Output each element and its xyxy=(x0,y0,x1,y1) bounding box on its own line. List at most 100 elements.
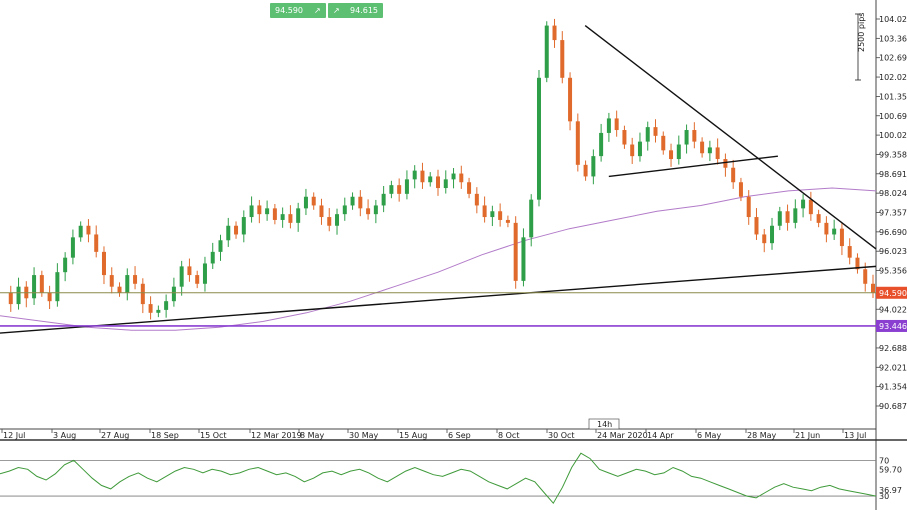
candle-body xyxy=(288,214,293,223)
y-tick-label: 99.358 xyxy=(879,150,907,159)
x-tick-label: 12 Jul xyxy=(3,431,25,440)
buy-arrow-icon: ↗ xyxy=(333,6,340,15)
x-tick-label: 18 Sep xyxy=(151,431,179,440)
candle-body xyxy=(241,217,246,235)
main-plot-area xyxy=(0,0,876,429)
candle-body xyxy=(746,196,751,218)
x-tick-label: 14 Apr xyxy=(647,431,674,440)
candle-body xyxy=(770,225,775,244)
y-tick-label: 90.687 xyxy=(879,402,907,411)
candle-body xyxy=(754,217,759,235)
candle-body xyxy=(156,309,161,313)
trendline xyxy=(0,265,877,334)
x-tick-label: 8 Oct xyxy=(498,431,519,440)
candle-body xyxy=(210,251,215,264)
x-tick-label: 28 May xyxy=(747,431,777,440)
candle-body xyxy=(871,283,875,293)
candle-body xyxy=(630,144,635,157)
moving-average-line xyxy=(0,187,877,331)
y-tick-label: 102.693 xyxy=(879,54,907,63)
timeframe-marker-box[interactable] xyxy=(588,418,620,430)
candle-body xyxy=(234,225,239,235)
candle-body xyxy=(801,199,806,209)
x-tick-label: 27 Aug xyxy=(101,431,129,440)
y-tick-label: 92.688 xyxy=(879,344,907,353)
candle-body xyxy=(350,196,355,206)
candle-body xyxy=(808,199,813,215)
candle-body xyxy=(529,199,534,238)
scale-note: 2500 pips xyxy=(857,13,866,52)
candle-body xyxy=(738,182,743,197)
candle-body xyxy=(637,141,642,157)
x-tick-label: 30 Oct xyxy=(548,431,575,440)
candle-body xyxy=(785,211,790,223)
candle-body xyxy=(226,225,231,241)
candle-body xyxy=(700,141,705,154)
y-tick-label: 101.359 xyxy=(879,92,907,101)
candle-body xyxy=(451,173,456,180)
trendline xyxy=(608,155,778,178)
candle-body xyxy=(536,77,541,200)
candle-body xyxy=(591,156,596,177)
candle-body xyxy=(179,266,184,287)
y-tick-label: 104.027 xyxy=(879,15,907,24)
candle-body xyxy=(474,193,479,206)
x-tick-label: 13 Jul xyxy=(844,431,866,440)
candle-body xyxy=(762,234,767,244)
candle-body xyxy=(467,182,472,194)
candle-body xyxy=(63,257,68,273)
candle-body xyxy=(653,127,658,136)
candle-body xyxy=(723,159,728,168)
candle-body xyxy=(669,150,674,160)
buy-button[interactable]: ↗ 94.615 xyxy=(328,3,383,18)
candle-body xyxy=(622,130,627,145)
x-tick-label: 6 May xyxy=(697,431,721,440)
candle-body xyxy=(202,263,207,284)
current-price-tag xyxy=(876,286,907,299)
candle-body xyxy=(366,208,371,215)
candle-body xyxy=(8,292,13,305)
y-tick-label: 92.021 xyxy=(879,363,907,372)
y-tick-label: 100.692 xyxy=(879,112,907,121)
candle-body xyxy=(125,275,130,293)
candle-body xyxy=(303,196,308,209)
candle-body xyxy=(272,208,277,220)
candle-body xyxy=(505,219,510,223)
candle-body xyxy=(86,225,91,235)
candle-body xyxy=(599,132,604,157)
candle-body xyxy=(164,301,169,310)
x-tick-label: 24 Mar 2020 xyxy=(597,431,648,440)
candle-body xyxy=(583,164,588,177)
candle-body xyxy=(101,251,106,276)
y-tick-label: 91.354 xyxy=(879,383,907,392)
candle-body xyxy=(521,237,526,281)
candle-body xyxy=(133,275,138,284)
y-tick-label: 97.357 xyxy=(879,209,907,218)
horizontal-levels: 94.590 93.446 xyxy=(0,286,907,332)
trendlines xyxy=(0,25,877,334)
moving-average xyxy=(0,187,877,331)
indicator-line xyxy=(0,452,877,505)
timeframe-marker: 14h xyxy=(597,420,612,429)
candle-body xyxy=(715,147,720,160)
candle-body xyxy=(16,286,21,305)
candle-body xyxy=(428,176,433,183)
candle-body xyxy=(436,176,440,189)
candle-body xyxy=(793,208,798,223)
y-tick-label: 96.690 xyxy=(879,228,907,237)
candle-body xyxy=(47,292,52,302)
candle-body xyxy=(94,234,99,252)
candle-body xyxy=(544,25,549,78)
sell-button[interactable]: 94.590 ↗ xyxy=(270,3,326,18)
x-tick-label: 30 May xyxy=(349,431,379,440)
candle-body xyxy=(568,77,573,122)
indicator-level-label: 70 xyxy=(879,456,889,465)
candle-body xyxy=(661,135,666,151)
sell-arrow-icon: ↗ xyxy=(314,6,321,15)
candle-body xyxy=(117,286,122,293)
candle-body xyxy=(257,205,262,215)
y-tick-label: 102.026 xyxy=(879,73,907,82)
candle-body xyxy=(824,222,829,235)
candle-body xyxy=(311,196,316,206)
